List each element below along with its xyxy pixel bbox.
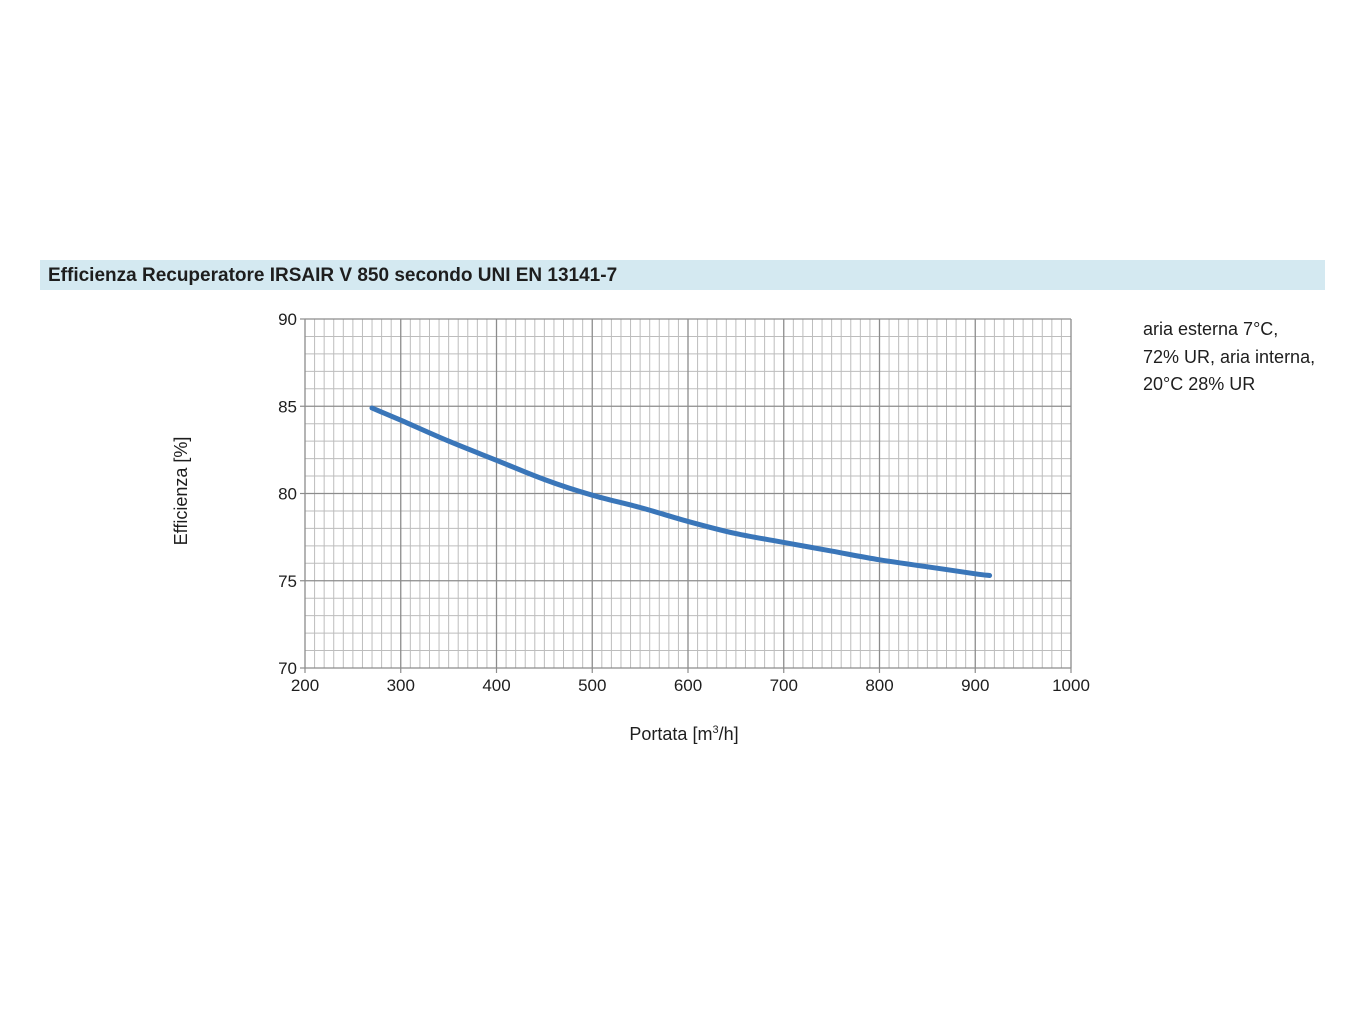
y-tick-label: 85 (278, 397, 297, 416)
series-layer (369, 405, 993, 578)
x-axis-label-suffix: /h] (719, 724, 739, 744)
chart-title-bar: Efficienza Recuperatore IRSAIR V 850 sec… (40, 260, 1325, 290)
note-line-2: 72% UR, aria interna, (1143, 346, 1316, 367)
y-tick-label: 75 (278, 572, 297, 591)
axis-ticks (300, 318, 1072, 673)
major-gridlines (304, 318, 1072, 669)
x-tick-label: 700 (770, 676, 798, 695)
x-tick-label: 600 (674, 676, 702, 695)
x-tick-label: 500 (578, 676, 606, 695)
x-axis-label-superscript: 3 (712, 724, 718, 736)
y-tick-label: 90 (278, 310, 297, 329)
x-tick-label: 1000 (1052, 676, 1090, 695)
x-axis-label: Portata [m3/h] (629, 724, 738, 744)
x-tick-label: 400 (482, 676, 510, 695)
y-axis-label: Efficienza [%] (171, 437, 191, 546)
x-tick-label: 900 (961, 676, 989, 695)
note-line-1: aria esterna 7°C, (1143, 319, 1279, 339)
x-axis-label-main: Portata [m (629, 724, 712, 744)
y-tick-labels: 70 75 80 85 90 (278, 310, 297, 678)
y-tick-label: 70 (278, 659, 297, 678)
chart-title: Efficienza Recuperatore IRSAIR V 850 sec… (48, 265, 618, 286)
x-tick-label: 800 (865, 676, 893, 695)
x-tick-label: 200 (291, 676, 319, 695)
note-line-3: 20°C 28% UR (1143, 374, 1256, 394)
test-conditions-note: aria esterna 7°C, 72% UR, aria interna, … (1143, 316, 1343, 399)
x-tick-labels: 200 300 400 500 600 700 800 900 1000 (291, 676, 1090, 695)
x-tick-label: 300 (387, 676, 415, 695)
y-tick-label: 80 (278, 485, 297, 504)
efficiency-curve (369, 405, 993, 578)
